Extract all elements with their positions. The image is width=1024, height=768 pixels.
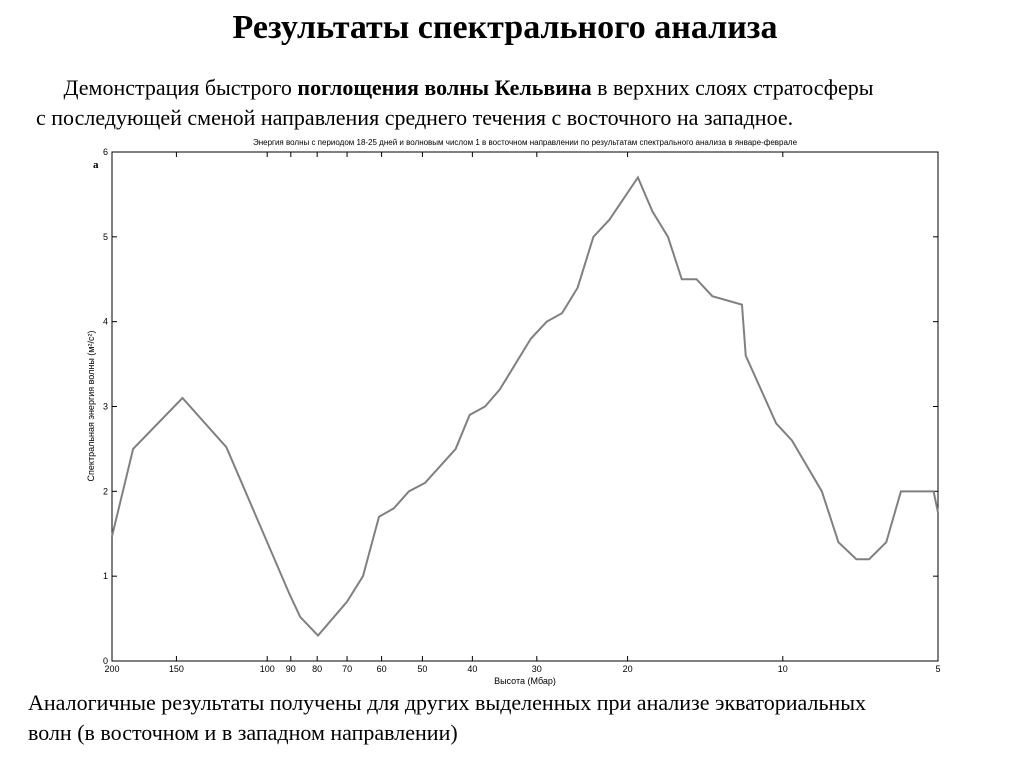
footer-text: волн (в восточном и в западном направлен… [28,720,458,745]
chart: Энергия волны с периодом 18-25 дней и во… [86,138,941,686]
y-axis-label: Спектральная энергия волны (м²/с²) [86,331,96,482]
y-tick-label: 6 [103,147,108,157]
data-line [111,175,939,638]
y-tick-label: 5 [103,232,108,242]
intro-text: Демонстрация быстрого поглощения волны К… [36,75,890,100]
slide-title: Результаты спектрального анализа [233,9,778,46]
chart-title: Энергия волны с периодом 18-25 дней и во… [253,138,798,147]
x-tick-label: 60 [377,664,387,674]
x-tick-label: 5 [935,664,940,674]
x-tick-label: 200 [104,664,119,674]
x-tick-label: 50 [417,664,427,674]
x-tick-label: 80 [312,664,322,674]
plot-frame [111,151,939,662]
intro-text: с последующей сменой направления среднег… [36,105,793,130]
x-tick-label: 100 [260,664,275,674]
x-tick-label: 40 [467,664,477,674]
y-tick-label: 2 [103,486,108,496]
panel-label: а [93,159,99,171]
intro-part: в верхних слоях стратосферы [592,75,874,100]
intro-part: Демонстрация быстрого [64,75,298,100]
x-tick-label: 10 [778,664,788,674]
y-tick-label: 0 [103,656,108,666]
x-axis-label: Высота (Мбар) [494,676,556,686]
x-tick-label: 90 [286,664,296,674]
x-tick-label: 150 [169,664,184,674]
y-tick-label: 4 [103,317,108,327]
footer-text: Аналогичные результаты получены для друг… [28,690,866,715]
x-tick-label: 20 [623,664,633,674]
intro-part-bold: поглощения волны Кельвина [297,75,591,100]
x-tick-label: 70 [342,664,352,674]
y-tick-label: 1 [103,571,108,581]
x-tick-label: 30 [532,664,542,674]
y-tick-label: 3 [103,402,108,412]
